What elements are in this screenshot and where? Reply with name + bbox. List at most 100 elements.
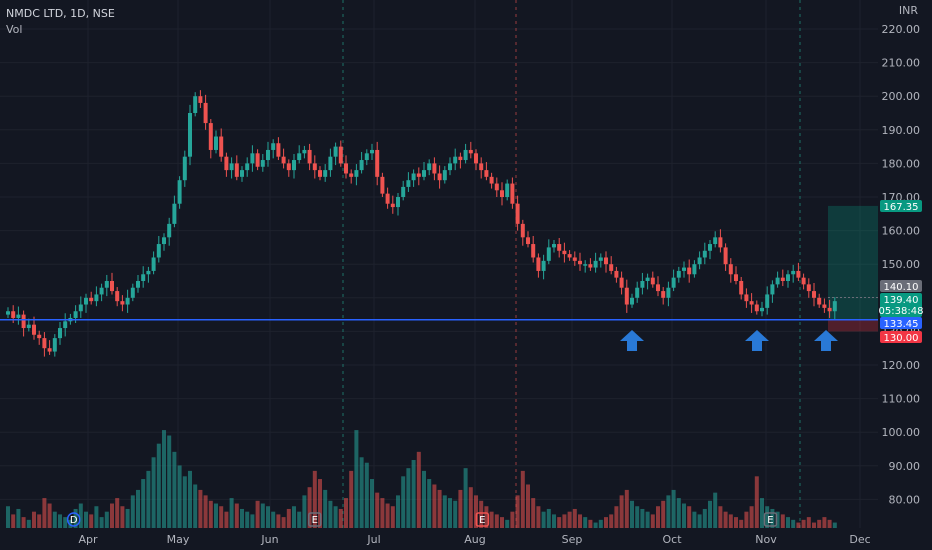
candle	[328, 156, 333, 171]
volume-bar	[578, 514, 582, 528]
volume-bar	[494, 514, 499, 528]
candle	[136, 281, 140, 288]
price-tag-label: 139.40	[884, 295, 919, 306]
volume-bar	[146, 470, 151, 528]
candle	[609, 264, 614, 271]
month-tick-label: Oct	[662, 533, 682, 546]
volume-bar	[188, 470, 192, 528]
candle	[442, 170, 447, 181]
volume-bar	[401, 476, 406, 528]
candle	[271, 143, 276, 150]
candle	[624, 287, 629, 305]
candle	[375, 149, 380, 177]
candle	[645, 277, 650, 281]
candle	[323, 170, 328, 177]
volume-bar	[78, 503, 83, 528]
candle	[578, 260, 582, 265]
symbol-title[interactable]: NMDC LTD, 1D, NSE	[6, 7, 115, 20]
candle	[401, 186, 406, 197]
candle	[141, 274, 146, 281]
candle	[416, 173, 421, 177]
candle	[94, 294, 99, 302]
volume-bar	[37, 514, 42, 528]
volume-bar	[52, 511, 57, 528]
candle	[208, 123, 213, 150]
price-tick-label: 160.00	[882, 225, 921, 238]
volume-bar	[396, 495, 400, 528]
candle	[635, 287, 640, 298]
candle	[593, 260, 598, 268]
candle	[297, 153, 302, 161]
candle	[302, 149, 307, 154]
volume-bar	[744, 511, 749, 528]
event-marker-label: D	[70, 515, 78, 526]
candle	[385, 193, 390, 204]
volume-bar	[250, 514, 255, 528]
volume-bar	[312, 470, 317, 528]
volume-bar	[364, 462, 369, 528]
candle	[198, 96, 203, 103]
volume-indicator-label[interactable]: Vol	[6, 23, 23, 36]
volume-bar	[307, 487, 312, 528]
volume-bar	[229, 498, 234, 528]
candle	[390, 203, 395, 208]
candle	[786, 274, 790, 281]
volume-bar	[687, 506, 692, 528]
volume-bar	[598, 519, 603, 528]
price-tag-label: 130.00	[884, 333, 919, 344]
volume-bar	[484, 506, 489, 528]
price-tag-label: 167.35	[884, 202, 919, 213]
volume-bar	[489, 511, 494, 528]
volume-bar	[531, 498, 536, 528]
candle	[63, 321, 68, 329]
volume-bar	[817, 519, 822, 528]
volume-bar	[286, 508, 291, 528]
price-tick-label: 180.00	[882, 157, 921, 170]
candle	[588, 264, 593, 268]
candle	[468, 149, 473, 154]
candle	[682, 267, 686, 271]
candle	[188, 113, 192, 157]
volume-bar	[739, 519, 744, 528]
volume-bar	[718, 506, 723, 528]
candle	[422, 170, 426, 177]
countdown-label: 05:38:48	[879, 306, 924, 317]
candle	[245, 163, 250, 171]
volume-bar	[468, 487, 473, 528]
candle	[734, 274, 738, 281]
volume-bar	[84, 511, 88, 528]
candle	[661, 291, 666, 298]
candle	[359, 160, 364, 171]
price-tick-label: 190.00	[882, 124, 921, 137]
price-tick-label: 100.00	[882, 426, 921, 439]
volume-bar	[344, 498, 348, 528]
month-tick-label: Apr	[78, 533, 98, 546]
volume-bar	[375, 492, 380, 528]
volume-bar	[614, 506, 619, 528]
candle	[266, 149, 270, 161]
volume-bar	[281, 517, 286, 528]
volume-bar	[110, 503, 114, 528]
price-tick-label: 200.00	[882, 90, 921, 103]
candle	[151, 257, 156, 271]
volume-bar	[593, 522, 598, 528]
volume-bar	[390, 506, 395, 528]
volume-bar	[338, 508, 343, 528]
volume-bar	[208, 500, 213, 528]
candle	[619, 277, 624, 288]
volume-bar	[832, 522, 837, 528]
volume-bar	[26, 519, 31, 528]
volume-bar	[130, 495, 135, 528]
volume-bar	[541, 511, 546, 528]
candle	[510, 183, 515, 204]
volume-bar	[702, 508, 707, 528]
volume-bar	[645, 511, 650, 528]
candle	[760, 307, 764, 312]
volume-bar	[801, 519, 806, 528]
price-tick-label: 120.00	[882, 359, 921, 372]
volume-bar	[21, 517, 26, 528]
volume-bar	[510, 511, 515, 528]
candle	[318, 170, 322, 177]
candle	[713, 237, 718, 245]
